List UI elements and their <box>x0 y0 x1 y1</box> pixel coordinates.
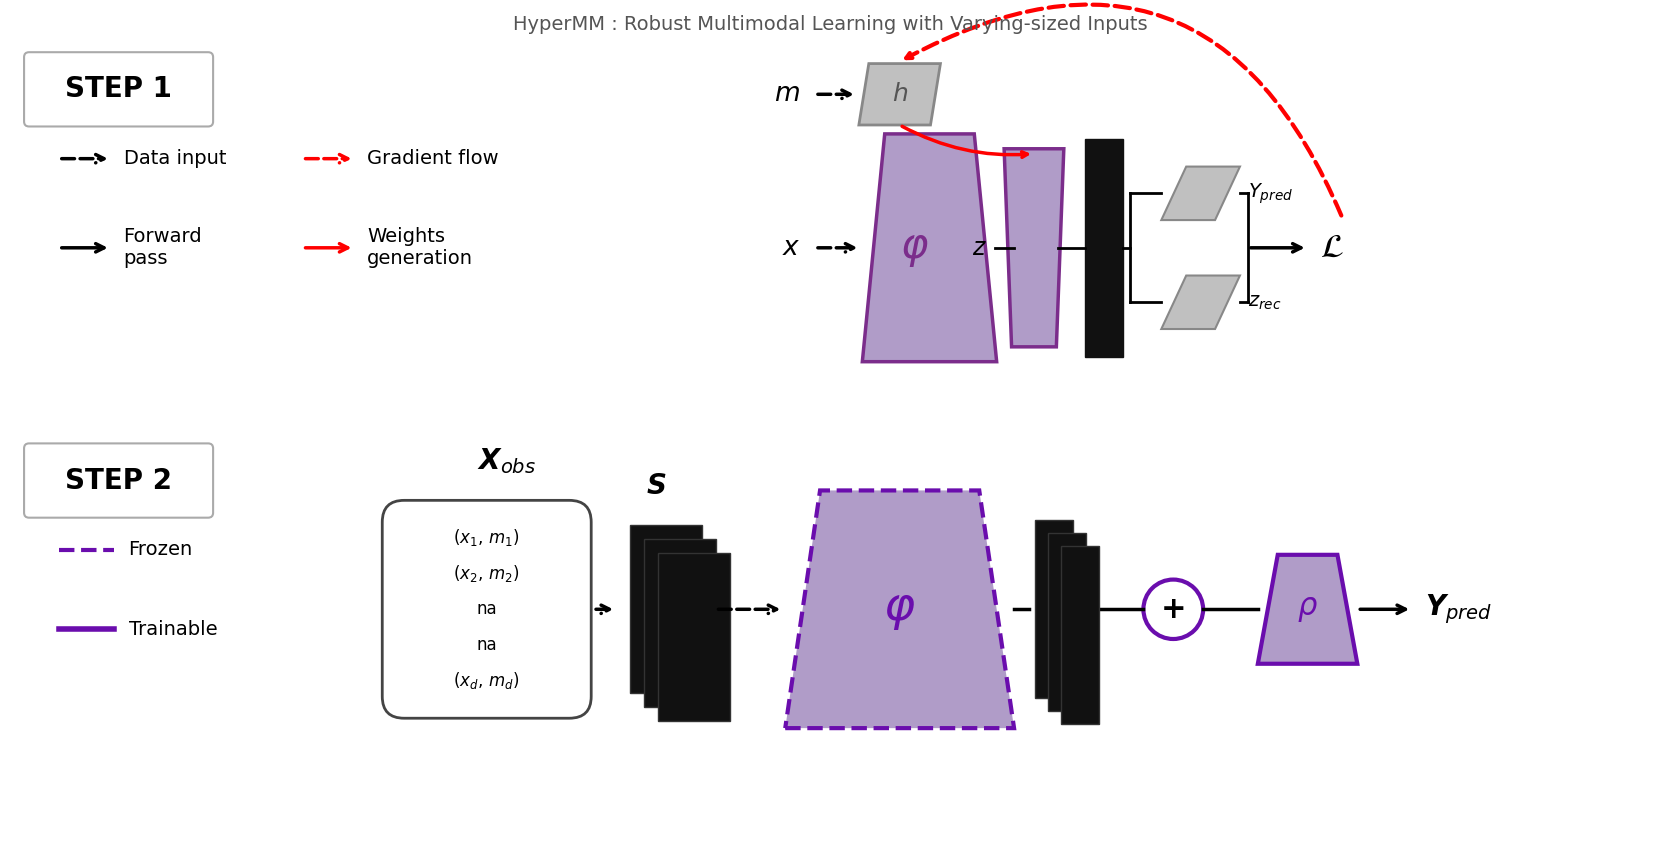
Text: $\boldsymbol{X}_{obs}$: $\boldsymbol{X}_{obs}$ <box>476 446 536 475</box>
Text: na: na <box>476 636 496 654</box>
Polygon shape <box>862 134 996 362</box>
FancyBboxPatch shape <box>644 539 715 708</box>
FancyBboxPatch shape <box>382 501 591 718</box>
Text: Frozen: Frozen <box>128 540 193 559</box>
Text: HyperMM : Robust Multimodal Learning with Varying-sized Inputs: HyperMM : Robust Multimodal Learning wit… <box>513 16 1147 35</box>
Text: $\rho$: $\rho$ <box>1296 595 1318 624</box>
FancyBboxPatch shape <box>631 525 702 694</box>
Circle shape <box>1144 579 1204 639</box>
Text: $(x_2,\, m_2)$: $(x_2,\, m_2)$ <box>453 563 520 585</box>
FancyBboxPatch shape <box>1061 546 1099 724</box>
FancyBboxPatch shape <box>23 443 212 518</box>
Polygon shape <box>1258 555 1358 663</box>
Polygon shape <box>858 63 941 125</box>
Text: $\mathcal{L}$: $\mathcal{L}$ <box>1320 231 1343 264</box>
Text: $m$: $m$ <box>774 81 800 107</box>
Text: STEP 2: STEP 2 <box>65 467 173 494</box>
Text: $\boldsymbol{S}$: $\boldsymbol{S}$ <box>646 472 666 501</box>
Text: $\varphi$: $\varphi$ <box>900 227 930 268</box>
Text: $Y_{pred}$: $Y_{pred}$ <box>1248 181 1293 205</box>
Text: Weights
generation: Weights generation <box>367 227 473 268</box>
Text: $h$: $h$ <box>891 82 908 107</box>
FancyBboxPatch shape <box>1034 520 1072 698</box>
Polygon shape <box>1004 149 1064 347</box>
FancyBboxPatch shape <box>23 52 212 126</box>
Text: $x$: $x$ <box>782 235 800 261</box>
Text: $(x_1,\, m_1)$: $(x_1,\, m_1)$ <box>453 527 520 548</box>
Text: STEP 1: STEP 1 <box>65 75 173 103</box>
Polygon shape <box>785 490 1014 728</box>
Text: +: + <box>1160 595 1187 624</box>
FancyBboxPatch shape <box>657 553 729 721</box>
Text: $z_{rec}$: $z_{rec}$ <box>1248 293 1282 312</box>
Text: Trainable: Trainable <box>128 619 217 638</box>
Text: $z$: $z$ <box>971 236 986 260</box>
Polygon shape <box>1162 166 1240 220</box>
Text: na: na <box>476 600 496 618</box>
Text: Gradient flow: Gradient flow <box>367 149 500 168</box>
Text: $\boldsymbol{Y}_{pred}$: $\boldsymbol{Y}_{pred}$ <box>1424 592 1492 626</box>
FancyBboxPatch shape <box>1084 139 1122 357</box>
Text: $\varphi$: $\varphi$ <box>883 587 916 632</box>
Text: Data input: Data input <box>123 149 226 168</box>
Text: $(x_d,\, m_d)$: $(x_d,\, m_d)$ <box>453 670 520 691</box>
Text: Forward
pass: Forward pass <box>123 227 203 268</box>
Polygon shape <box>1162 275 1240 329</box>
FancyBboxPatch shape <box>1047 533 1086 711</box>
